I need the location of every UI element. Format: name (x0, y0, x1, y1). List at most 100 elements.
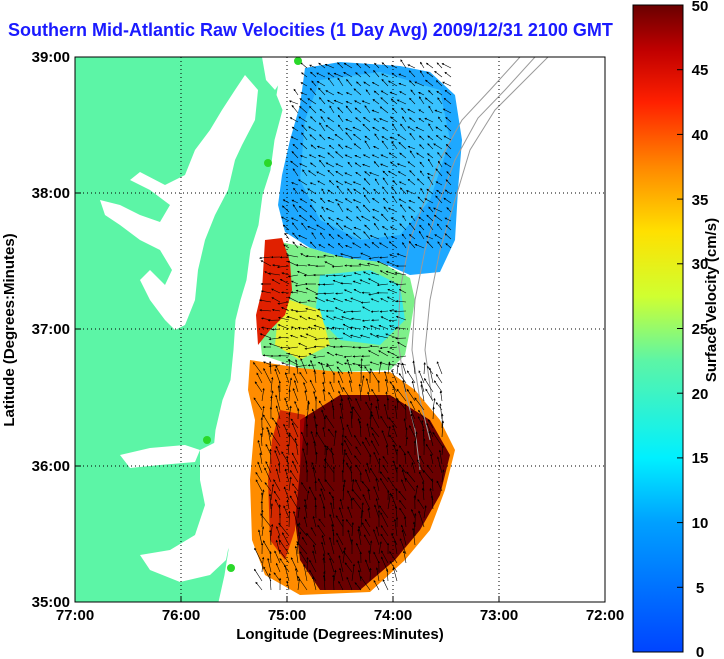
velocity-arrow (372, 126, 380, 132)
velocity-arrow (295, 310, 308, 313)
velocity-arrow (364, 243, 371, 249)
velocity-arrow (436, 90, 443, 96)
colorbar-tick-label: 50 (692, 0, 709, 15)
velocity-arrow (294, 567, 299, 582)
velocity-arrow (438, 449, 443, 465)
velocity-arrow (336, 217, 344, 222)
velocity-arrow (371, 109, 380, 114)
velocity-arrow (339, 567, 344, 582)
velocity-arrow (275, 405, 281, 420)
velocity-arrow (330, 447, 335, 465)
velocity-arrow (329, 502, 335, 519)
velocity-arrow (267, 557, 272, 573)
velocity-arrow (301, 536, 308, 546)
velocity-arrow (396, 400, 400, 411)
velocity-arrow (316, 81, 326, 87)
velocity-arrow (425, 62, 434, 69)
velocity-arrow (346, 358, 353, 375)
velocity-arrow (337, 242, 344, 249)
velocity-arrow (392, 180, 398, 186)
velocity-arrow (273, 479, 281, 492)
velocity-arrow (307, 226, 317, 231)
velocity-arrow (286, 580, 290, 591)
velocity-arrow (426, 241, 434, 249)
velocity-arrow (265, 443, 272, 456)
velocity-arrow (375, 567, 380, 582)
velocity-arrow (381, 430, 389, 447)
velocity-arrow (374, 133, 380, 141)
velocity-arrow (399, 499, 407, 510)
velocity-arrow (336, 366, 344, 375)
velocity-arrow (401, 107, 407, 114)
colorbar-tick-label: 45 (692, 62, 709, 79)
velocity-arrow (328, 537, 335, 555)
velocity-arrow (389, 560, 398, 573)
velocity-arrow (356, 62, 362, 69)
velocity-arrow (336, 361, 344, 366)
velocity-arrow (261, 326, 272, 330)
velocity-arrow (329, 105, 335, 114)
velocity-arrow (297, 326, 308, 330)
velocity-arrow (293, 187, 299, 195)
velocity-arrow (345, 105, 353, 114)
velocity-arrow (434, 70, 443, 78)
velocity-arrow (354, 100, 362, 105)
velocity-arrow (395, 283, 407, 286)
velocity-arrow (300, 92, 308, 96)
velocity-arrow (436, 373, 443, 384)
velocity-arrow (445, 179, 452, 186)
velocity-arrow (407, 161, 416, 168)
velocity-arrow (390, 161, 398, 168)
velocity-arrow (394, 271, 407, 276)
velocity-arrow (444, 71, 452, 78)
velocity-arrow (287, 274, 299, 278)
velocity-arrow (365, 378, 371, 393)
velocity-arrow (371, 413, 380, 429)
velocity-arrow (394, 405, 398, 420)
velocity-arrow (343, 550, 353, 564)
velocity-arrow (359, 279, 371, 285)
velocity-arrow (437, 456, 443, 474)
y-tick-label: 38:00 (32, 185, 70, 202)
velocity-arrow (408, 241, 416, 249)
velocity-arrow (408, 80, 416, 87)
velocity-arrow (398, 73, 407, 78)
velocity-arrow (360, 252, 371, 258)
velocity-arrow (268, 337, 281, 341)
velocity-arrow (392, 424, 398, 438)
velocity-arrow (286, 315, 299, 321)
colorbar-tick-label: 0 (696, 644, 704, 659)
velocity-arrow (379, 256, 389, 259)
velocity-arrow (299, 98, 308, 105)
velocity-arrow (345, 233, 353, 240)
velocity-arrow (386, 261, 398, 267)
velocity-arrow (401, 479, 407, 492)
velocity-arrow (334, 134, 344, 141)
velocity-arrow (277, 316, 290, 321)
velocity-arrow (396, 397, 407, 411)
velocity-arrow (355, 171, 362, 177)
velocity-arrow (310, 71, 317, 78)
velocity-arrow (405, 436, 409, 447)
velocity-arrow (346, 79, 353, 87)
velocity-arrow (307, 98, 317, 105)
velocity-arrow (373, 486, 380, 501)
velocity-arrow (351, 563, 356, 582)
velocity-arrow (307, 299, 317, 303)
colorbar-tick-label: 15 (692, 450, 709, 467)
velocity-arrow (418, 135, 425, 141)
velocity-arrow (421, 487, 425, 501)
velocity-arrow (258, 529, 263, 546)
velocity-arrow (370, 272, 380, 276)
velocity-arrow (387, 351, 398, 357)
velocity-arrow (373, 118, 380, 123)
velocity-arrow (379, 505, 389, 519)
velocity-arrow (297, 506, 301, 519)
velocity-arrow (342, 547, 347, 564)
velocity-arrow (309, 215, 317, 222)
velocity-arrow (399, 223, 407, 231)
velocity-arrow (277, 324, 290, 330)
velocity-arrow (304, 498, 308, 510)
velocity-arrow (387, 361, 391, 375)
velocity-arrow (289, 117, 299, 123)
